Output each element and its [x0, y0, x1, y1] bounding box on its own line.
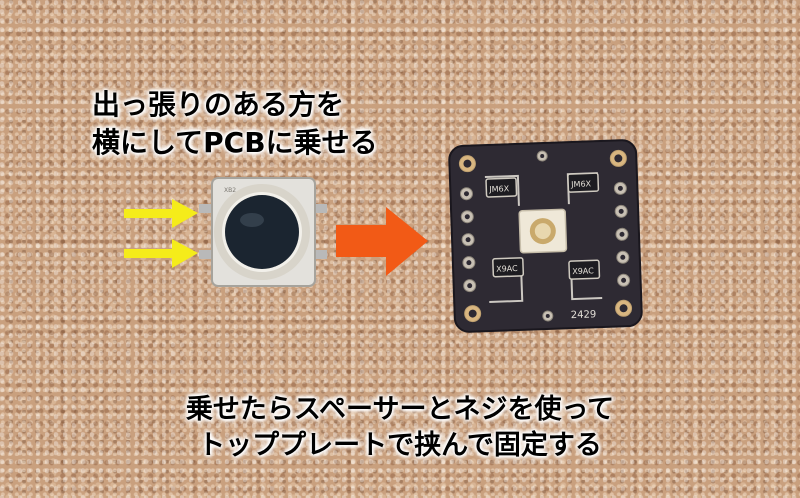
instruction-caption-top: 出っ張りのある方を 横にしてPCBに乗せる	[92, 86, 378, 162]
instruction-caption-bottom: 乗せたらスペーサーとネジを使って トッププレートで挟んで固定する	[0, 392, 800, 464]
caption-top-line-2: 横にしてPCBに乗せる	[92, 126, 378, 159]
caption-bottom-line-2: トッププレートで挟んで固定する	[198, 430, 602, 461]
button-marking: XB2	[224, 187, 236, 194]
yellow-arrow-lower-icon	[124, 239, 198, 268]
pcb-chip-bottom-left: X9AC	[492, 257, 525, 278]
chip-label: X9AC	[496, 264, 518, 274]
chip-label: JM6X	[570, 179, 592, 189]
pcb-board: JM6X JM6X X9AC X9AC 2429	[448, 139, 643, 333]
tactile-button-switch: XB2	[199, 177, 327, 287]
pcb-chip-top-left: JM6X	[485, 177, 518, 198]
pcb-chip-bottom-right: X9AC	[568, 259, 601, 280]
caption-bottom-line-1: 乗せたらスペーサーとネジを使って	[185, 394, 615, 425]
pcb-chip-top-right: JM6X	[567, 172, 600, 193]
caption-top-line-1: 出っ張りのある方を	[92, 88, 345, 121]
rgb-led	[518, 208, 568, 254]
orange-arrow-icon	[336, 207, 428, 276]
chip-label: JM6X	[488, 184, 510, 194]
board-number: 2429	[571, 309, 597, 321]
yellow-arrow-upper-icon	[124, 199, 198, 228]
chip-label: X9AC	[572, 266, 594, 276]
